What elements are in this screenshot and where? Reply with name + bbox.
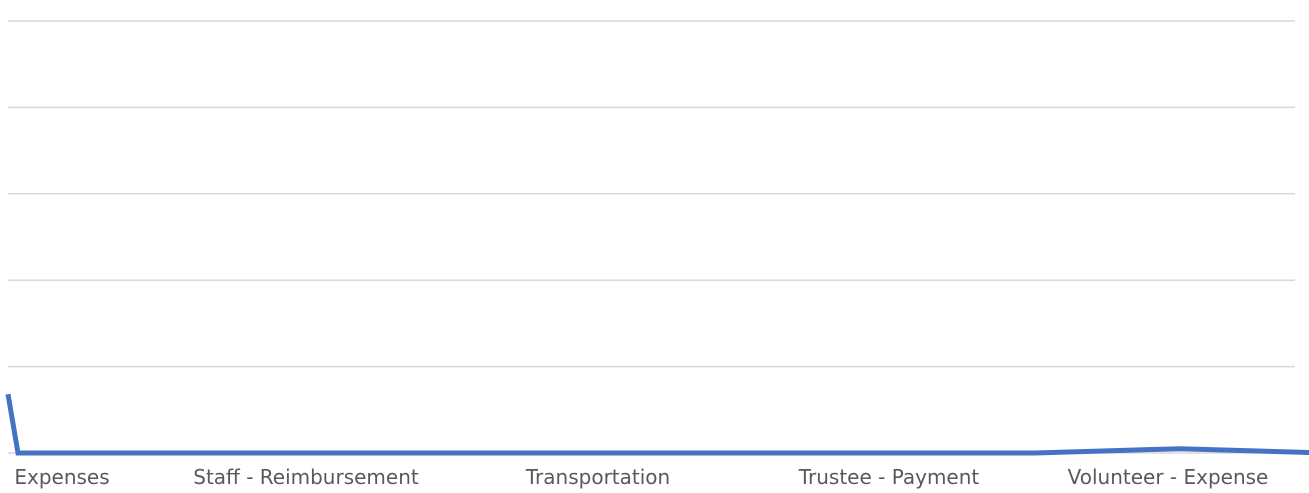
x-tick-label: Staff - Reimbursement	[193, 465, 419, 489]
x-tick-label: Trustee - Payment	[798, 465, 980, 489]
x-axis-tick-labels: Expenses Staff - Reimbursement Transport…	[14, 465, 1268, 489]
x-tick-label: Volunteer - Expense	[1068, 465, 1269, 489]
gridlines	[8, 20, 1295, 454]
series-line	[5, 393, 1309, 456]
x-tick-label: Transportation	[525, 465, 670, 489]
series-layer	[5, 393, 1309, 456]
x-tick-label: Expenses	[14, 465, 109, 489]
